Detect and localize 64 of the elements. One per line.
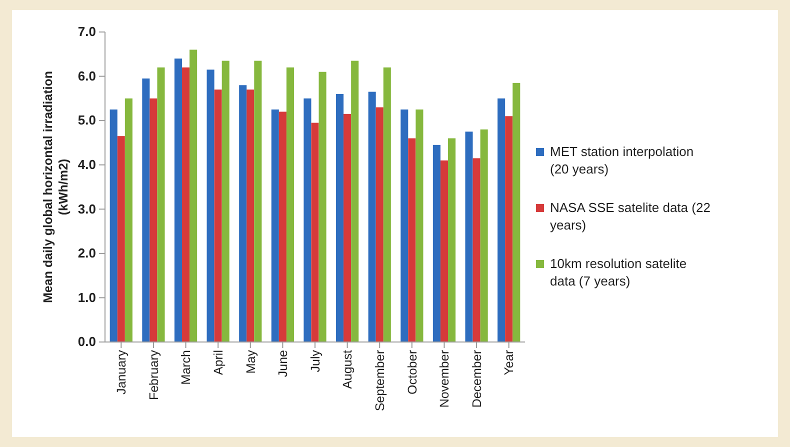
bar	[124, 98, 132, 342]
x-tick-label: August	[340, 349, 355, 389]
y-tick-label: 5.0	[78, 112, 96, 128]
bar	[351, 60, 359, 342]
bar	[376, 107, 384, 342]
x-tick-label: Year	[502, 350, 516, 376]
bar	[344, 114, 352, 342]
bar	[432, 144, 440, 342]
x-tick-label: June	[276, 350, 290, 378]
y-tick-label: 7.0	[78, 24, 96, 40]
bar	[190, 50, 198, 342]
bar	[448, 138, 456, 342]
bar	[222, 60, 230, 342]
legend-label: MET station interpolation (20 years)	[550, 144, 694, 177]
x-tick-label: November	[438, 350, 452, 408]
x-tick-label: July	[308, 349, 322, 372]
y-tick-label: 0.0	[78, 334, 96, 350]
x-tick-label: September	[372, 350, 387, 412]
bar	[271, 110, 279, 342]
bar	[311, 122, 319, 342]
y-tick-label: 6.0	[78, 68, 96, 84]
bar	[239, 85, 247, 342]
bar	[254, 60, 262, 342]
bar	[117, 136, 125, 342]
x-tick-label: January	[114, 349, 129, 394]
bar	[214, 90, 222, 342]
bar	[498, 98, 506, 342]
bar	[512, 82, 520, 342]
bar	[336, 94, 344, 342]
bar	[408, 138, 416, 342]
bar	[150, 98, 158, 342]
bar	[480, 129, 488, 342]
bar	[206, 70, 214, 342]
x-tick-label: May	[244, 349, 258, 374]
y-tick-label: 1.0	[78, 290, 96, 305]
y-tick-label: 3.0	[78, 201, 96, 216]
y-tick-label: 2.0	[78, 246, 96, 261]
bar	[278, 112, 286, 342]
bar	[368, 92, 376, 342]
bar	[182, 67, 190, 342]
bar	[416, 110, 424, 342]
bar	[440, 160, 448, 342]
x-tick-label: December	[470, 350, 484, 408]
bar	[246, 90, 254, 342]
x-tick-label: October	[405, 350, 420, 394]
x-tick-label: March	[179, 350, 194, 385]
y-tick-label: 4.0	[78, 157, 96, 172]
bar	[505, 116, 513, 342]
legend-label: NASA SSE satelite data (22 years)	[550, 200, 710, 233]
legend-label: 10km resolution satelite data (7 years)	[550, 256, 687, 289]
bar	[318, 72, 326, 342]
bar	[465, 132, 473, 342]
y-axis-title: Mean daily global horizontal irradiation (kWh/m2)	[41, 71, 71, 303]
bar	[174, 58, 182, 342]
bar	[472, 158, 480, 342]
x-tick-label: April	[211, 350, 226, 376]
x-tick-label: February	[146, 349, 161, 400]
bar	[304, 98, 312, 342]
bar	[110, 110, 118, 342]
bar	[142, 78, 150, 342]
bar	[383, 67, 391, 342]
bar	[286, 67, 294, 342]
bar	[400, 110, 408, 342]
bar	[157, 67, 165, 342]
